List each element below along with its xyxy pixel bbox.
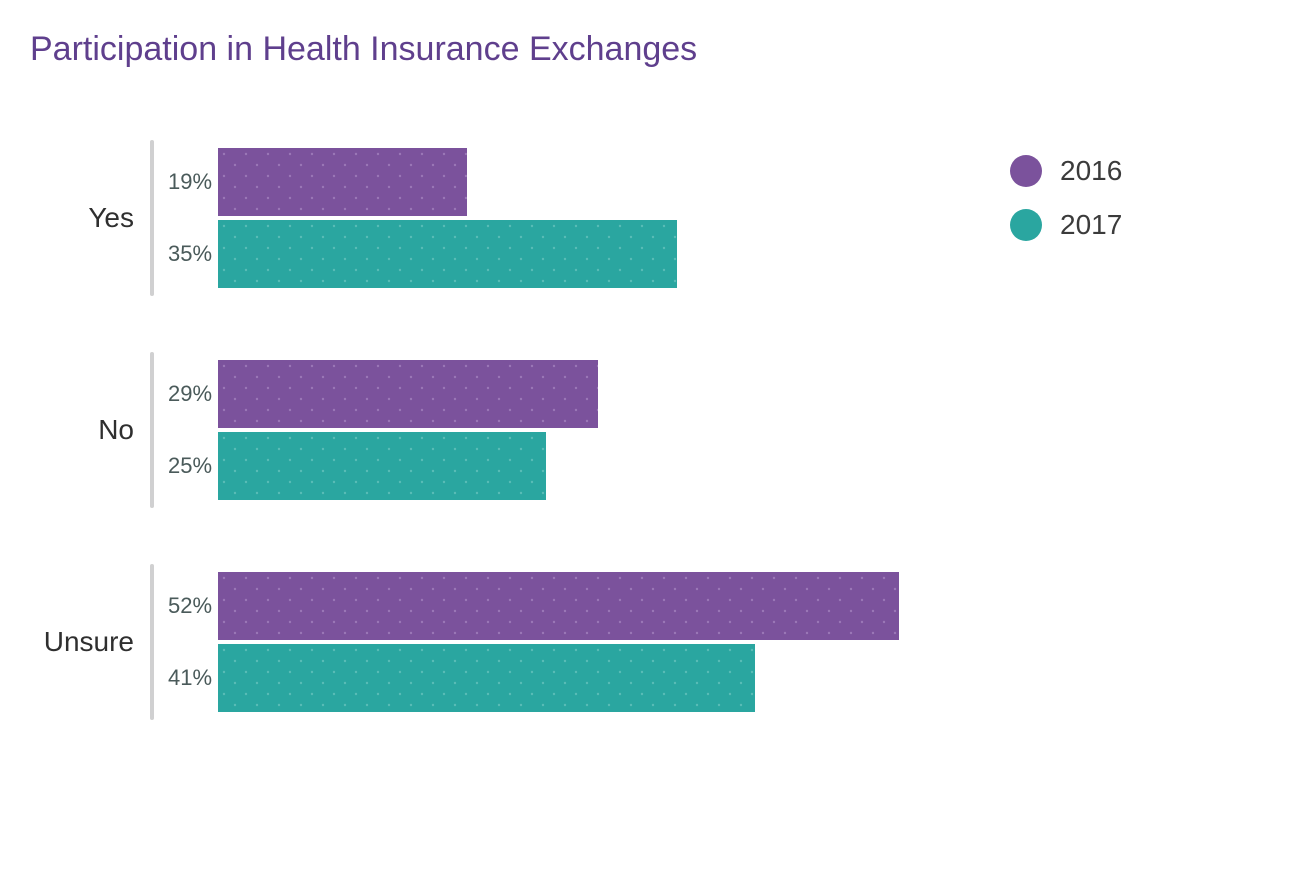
category-group: No 29% 25% <box>30 352 970 508</box>
bar-row: 25% <box>158 432 970 500</box>
legend-swatch <box>1010 209 1042 241</box>
legend-swatch <box>1010 155 1042 187</box>
category-label: No <box>98 414 134 446</box>
category-label-col: Yes <box>30 140 150 296</box>
bar-fill <box>218 572 899 640</box>
bar-fill <box>218 148 467 216</box>
bar-fill <box>218 360 598 428</box>
bar-value-label: 29% <box>168 381 212 407</box>
bar <box>218 220 677 288</box>
bar <box>218 572 899 640</box>
bar-value-label: 52% <box>168 593 212 619</box>
group-axis-line <box>150 564 154 720</box>
legend-item: 2017 <box>1010 209 1122 241</box>
bar-row: 52% <box>158 572 970 640</box>
bar <box>218 644 755 712</box>
group-axis-line <box>150 140 154 296</box>
bar-fill <box>218 432 546 500</box>
bar <box>218 432 546 500</box>
bars-column: 29% 25% <box>158 352 970 508</box>
category-label-col: Unsure <box>30 564 150 720</box>
bar-fill <box>218 644 755 712</box>
category-label: Unsure <box>44 626 134 658</box>
chart-title: Participation in Health Insurance Exchan… <box>30 30 697 69</box>
legend-label: 2017 <box>1060 209 1122 241</box>
legend-item: 2016 <box>1010 155 1122 187</box>
category-group: Unsure 52% 41% <box>30 564 970 720</box>
category-label: Yes <box>88 202 134 234</box>
group-axis-line <box>150 352 154 508</box>
bar <box>218 148 467 216</box>
bar-fill <box>218 220 677 288</box>
bar-row: 29% <box>158 360 970 428</box>
chart-plot-area: Yes 19% 35% No 29% 25% Unsure 52% 41% <box>30 140 970 776</box>
bars-column: 19% 35% <box>158 140 970 296</box>
bar-value-label: 25% <box>168 453 212 479</box>
bar-row: 35% <box>158 220 970 288</box>
bar-value-label: 35% <box>168 241 212 267</box>
category-label-col: No <box>30 352 150 508</box>
legend: 2016 2017 <box>1010 155 1122 263</box>
bars-column: 52% 41% <box>158 564 970 720</box>
bar <box>218 360 598 428</box>
chart-root: Participation in Health Insurance Exchan… <box>0 0 1290 878</box>
category-group: Yes 19% 35% <box>30 140 970 296</box>
bar-value-label: 19% <box>168 169 212 195</box>
bar-row: 41% <box>158 644 970 712</box>
bar-value-label: 41% <box>168 665 212 691</box>
legend-label: 2016 <box>1060 155 1122 187</box>
bar-row: 19% <box>158 148 970 216</box>
